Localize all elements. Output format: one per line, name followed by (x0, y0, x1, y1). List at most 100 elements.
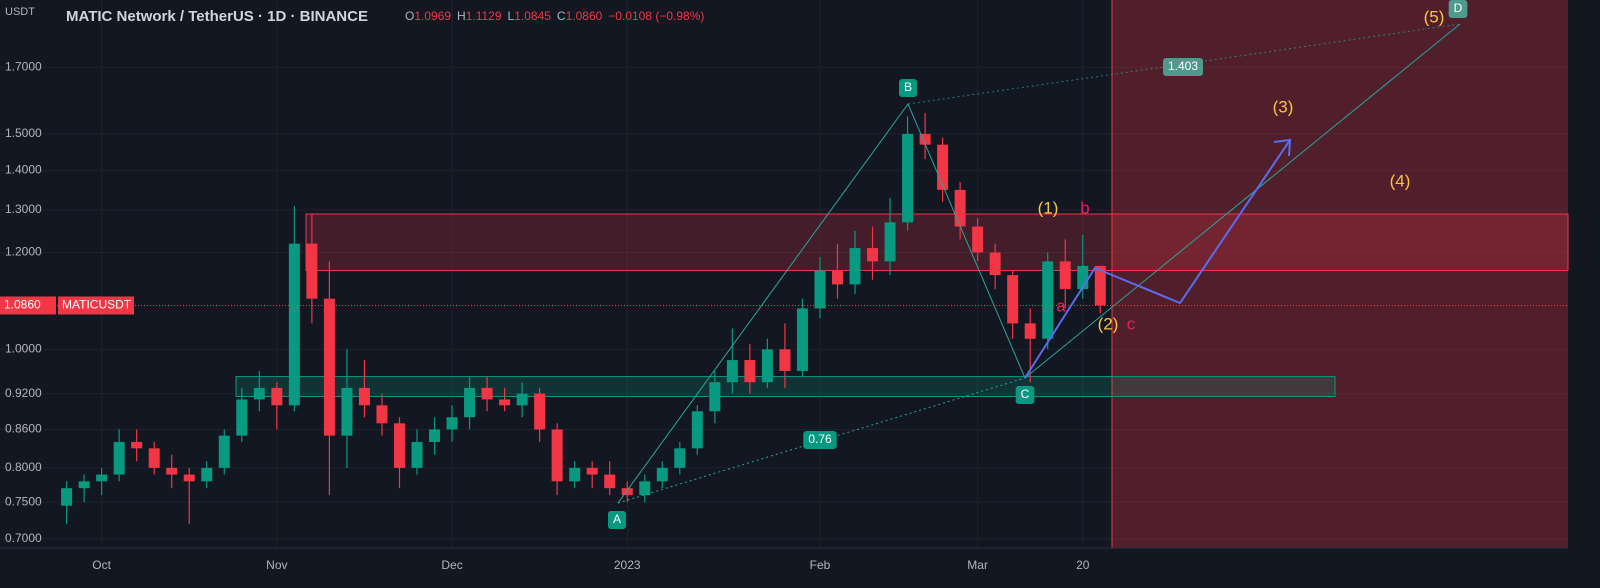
quote-currency: USDT (5, 6, 35, 18)
ohlc-value: 1.0845 (514, 9, 551, 23)
x-tick-label: Feb (810, 558, 831, 572)
candle-body (972, 226, 984, 253)
x-tick-label: 20 (1076, 558, 1090, 572)
time-axis (0, 548, 1600, 588)
ohlc-legend: O1.0969 H1.1129 L1.0845 C1.0860 −0.0108 (−0.… (405, 9, 704, 23)
ohlc-value: 1.1129 (466, 9, 502, 23)
wave-label: (4) (1390, 171, 1411, 190)
candle-body (393, 423, 405, 468)
candle-body (989, 252, 1001, 276)
cd-line (1024, 23, 1461, 379)
candle-body (551, 429, 563, 482)
candle-body (604, 474, 616, 489)
candle-body (271, 387, 283, 406)
candle-body (96, 474, 108, 482)
x-tick-label: Oct (92, 558, 111, 572)
y-tick-label: 0.7500 (5, 494, 42, 508)
candle-body (534, 393, 546, 430)
wave-label: B (904, 80, 912, 94)
grid (0, 0, 1568, 548)
projection-path (1024, 139, 1291, 379)
candle-body (323, 298, 335, 436)
ohlc-value: 1.0969 (414, 9, 451, 23)
wave-label: c (1127, 314, 1136, 333)
y-tick-label: 1.2000 (5, 245, 42, 259)
wave-label: C (1021, 387, 1030, 401)
y-tick-label: 1.3000 (5, 202, 42, 216)
candle-body (656, 467, 668, 482)
overlay: 1.0860 MATICUSDT A B C D (1) (2) (3) (4) (5) a b c 0.7… (0, 0, 1568, 529)
candle-body (411, 441, 423, 468)
candle-body (166, 467, 178, 475)
candle-body (1077, 265, 1089, 290)
y-tick-label: 0.7000 (5, 531, 42, 545)
candle-body (464, 387, 476, 418)
wave-label: 1.403 (1168, 59, 1198, 73)
price-zone (305, 213, 1569, 271)
label-box (607, 511, 627, 529)
candle-body (954, 189, 966, 227)
candle-body (148, 448, 160, 468)
candle-body (726, 360, 738, 383)
candle-body (761, 349, 773, 383)
symbol-tag (58, 296, 134, 315)
candle-body (744, 360, 756, 383)
candle-body (831, 270, 843, 285)
candle-body (1024, 323, 1036, 339)
symbol-title: MATIC Network / TetherUS · 1D · BINANCE (66, 8, 368, 25)
candle-body (499, 399, 511, 406)
ohlc-key: H (457, 9, 466, 23)
candle-body (253, 387, 265, 400)
y-tick-label: 1.5000 (5, 126, 42, 140)
y-tick-label: 1.0000 (5, 341, 42, 355)
candle-body (78, 481, 90, 489)
candle-body (183, 474, 195, 482)
x-tick-label: Dec (441, 558, 462, 572)
candle-body (218, 435, 230, 468)
candle-body (306, 243, 318, 299)
candle-body (884, 222, 896, 262)
ohlc-value: 1.0860 (566, 9, 603, 23)
wave-label: (3) (1273, 97, 1294, 116)
ac-dotted (617, 377, 1026, 504)
candle-body (796, 308, 808, 372)
candle-body (201, 467, 213, 482)
wave-label: a (1056, 296, 1066, 315)
candle-body (586, 467, 598, 475)
candle-body (341, 387, 353, 436)
candle-body (1007, 275, 1019, 324)
candle-body (131, 441, 143, 449)
projection-arrow (1273, 138, 1292, 157)
candle-body (429, 429, 441, 442)
label-box (1162, 58, 1204, 76)
candle-body (639, 481, 651, 496)
label-box (803, 431, 837, 449)
candle-body (376, 405, 388, 424)
candle-body (849, 248, 861, 285)
candle-body (709, 382, 721, 412)
symbol-label: MATICUSDT (62, 298, 132, 312)
ohlc-change: −0.0108 (−0.98%) (608, 9, 704, 23)
y-tick-label: 0.8000 (5, 460, 42, 474)
candles (61, 113, 1106, 524)
last-price-label: 1.0860 (4, 298, 41, 312)
x-tick-label: Mar (967, 558, 988, 572)
wave-lines (617, 23, 1461, 504)
candle-body (902, 133, 914, 223)
candle-body (814, 270, 826, 309)
candle-body (779, 349, 791, 372)
ohlc-key: O (405, 9, 414, 23)
candle-body (569, 467, 581, 482)
label-box (898, 79, 918, 97)
y-tick-label: 0.8600 (5, 422, 42, 436)
candle-body (516, 393, 528, 406)
label-box (1448, 0, 1468, 18)
candle-body (446, 417, 458, 430)
candle-body (288, 243, 300, 406)
wave-label: 0.76 (808, 432, 832, 446)
candle-body (691, 411, 703, 449)
candle-body (61, 488, 73, 506)
